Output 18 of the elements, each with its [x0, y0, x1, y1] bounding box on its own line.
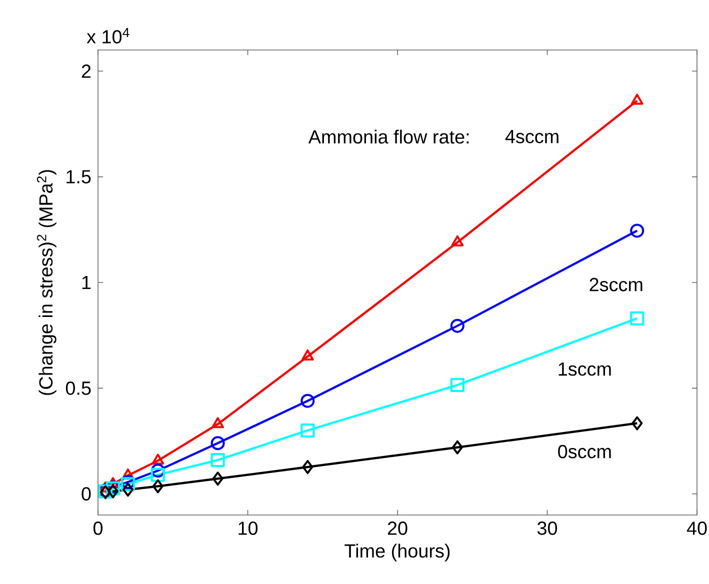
series-label: 0sccm [558, 444, 611, 458]
x-tick-label: 0 [93, 522, 103, 535]
x-tick-label: 10 [238, 522, 258, 535]
text: x 10$^{4}$ [86, 28, 130, 44]
annotation: Ammonia flow rate: [308, 130, 469, 144]
y-tick-label: 0.5 [66, 381, 91, 395]
series-label: 1sccm [558, 362, 611, 376]
y-tick-label: 2 [82, 64, 91, 78]
series-label: 4sccm [505, 130, 558, 144]
y-tick-label: 1 [82, 276, 91, 290]
x-tick-label: 40 [686, 522, 707, 535]
x-tick-label: 30 [537, 522, 558, 535]
y-axis-title: (Change in stress)$^{2}$ (MPa$^{2}$) [36, 170, 56, 395]
y-tick-label: 0 [82, 487, 91, 501]
series-label: 2sccm [590, 278, 642, 292]
x-tick-label: 20 [388, 522, 408, 535]
x-axis-title: Time (hours) [344, 544, 450, 562]
y-tick-label: 1.5 [66, 170, 91, 184]
